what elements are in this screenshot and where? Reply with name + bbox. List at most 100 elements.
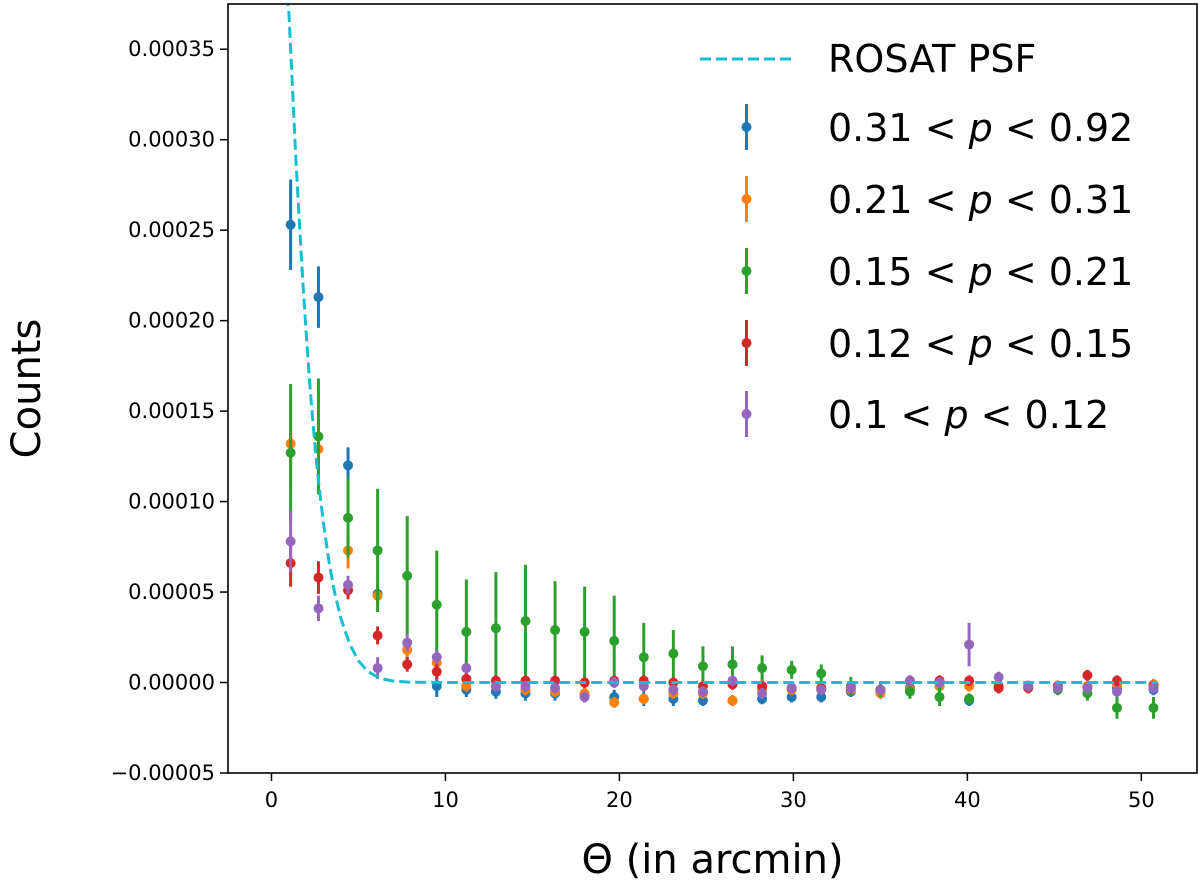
data-point bbox=[609, 697, 620, 708]
data-point bbox=[904, 686, 915, 697]
data-point bbox=[285, 219, 296, 230]
y-tick-label: 0.00020 bbox=[128, 309, 215, 333]
data-point bbox=[313, 292, 324, 303]
data-point bbox=[993, 682, 1004, 693]
data-point bbox=[786, 682, 797, 693]
data-point bbox=[579, 626, 590, 637]
data-point bbox=[697, 695, 708, 706]
data-point bbox=[964, 693, 975, 704]
data-point bbox=[727, 675, 738, 686]
legend: ROSAT PSF 0.31 < p < 0.92 0.21 < p < 0.31 0… bbox=[700, 37, 1133, 437]
data-point bbox=[727, 695, 738, 706]
y-tick-label: 0.00000 bbox=[128, 671, 215, 695]
y-tick-label: 0.00025 bbox=[128, 218, 215, 242]
data-point bbox=[461, 626, 472, 637]
legend-label: 0.12 < p < 0.15 bbox=[828, 322, 1133, 366]
legend-label: 0.21 < p < 0.31 bbox=[828, 178, 1133, 222]
data-point bbox=[993, 672, 1004, 683]
data-point bbox=[550, 682, 561, 693]
data-point bbox=[313, 603, 324, 614]
y-tick-label: −0.00005 bbox=[111, 761, 215, 785]
data-point bbox=[1148, 682, 1159, 693]
data-point bbox=[786, 664, 797, 675]
x-tick-label: 50 bbox=[1128, 788, 1155, 812]
legend-entry-5: 0.1 < p < 0.12 bbox=[741, 391, 1109, 437]
data-point bbox=[431, 599, 442, 610]
data-point bbox=[490, 623, 501, 634]
data-point bbox=[579, 692, 590, 703]
y-tick-label: 0.00035 bbox=[128, 37, 215, 61]
data-point bbox=[757, 663, 768, 674]
data-point bbox=[638, 652, 649, 663]
data-point bbox=[1082, 670, 1093, 681]
data-point bbox=[638, 693, 649, 704]
data-point bbox=[727, 659, 738, 670]
data-point bbox=[845, 682, 856, 693]
data-point bbox=[313, 572, 324, 583]
data-point bbox=[285, 536, 296, 547]
data-point bbox=[285, 447, 296, 458]
data-point bbox=[520, 616, 531, 627]
data-point bbox=[1111, 702, 1122, 713]
data-point bbox=[786, 692, 797, 703]
series-2 bbox=[285, 398, 1159, 708]
data-point bbox=[402, 570, 413, 581]
data-point bbox=[934, 692, 945, 703]
data-point bbox=[964, 639, 975, 650]
data-point bbox=[816, 692, 827, 703]
data-point bbox=[668, 648, 679, 659]
data-point bbox=[816, 668, 827, 679]
data-point bbox=[964, 675, 975, 686]
data-point bbox=[757, 688, 768, 699]
data-point bbox=[372, 545, 383, 556]
plot-frame bbox=[227, 3, 1198, 774]
x-tick-label: 40 bbox=[954, 788, 981, 812]
legend-entry-2: 0.21 < p < 0.31 bbox=[741, 176, 1133, 222]
data-point bbox=[1082, 682, 1093, 693]
data-point bbox=[816, 684, 827, 695]
data-point bbox=[875, 684, 886, 695]
x-tick-label: 0 bbox=[265, 788, 278, 812]
y-axis-title: Counts bbox=[4, 319, 50, 459]
legend-swatch-marker bbox=[741, 409, 752, 419]
data-point bbox=[343, 512, 354, 523]
series-5 bbox=[285, 510, 1159, 703]
data-point bbox=[402, 659, 413, 670]
legend-entry-psf: ROSAT PSF bbox=[700, 37, 1036, 81]
data-point bbox=[343, 579, 354, 590]
y-tick-label: 0.00030 bbox=[128, 128, 215, 152]
data-point bbox=[697, 661, 708, 672]
data-point bbox=[1052, 682, 1063, 693]
data-point bbox=[668, 684, 679, 695]
data-point bbox=[402, 637, 413, 648]
legend-psf-label: ROSAT PSF bbox=[828, 37, 1036, 81]
y-tick-label: 0.00010 bbox=[128, 490, 215, 514]
data-point bbox=[550, 625, 561, 636]
x-tick-label: 20 bbox=[606, 788, 633, 812]
y-tick-label: 0.00005 bbox=[128, 580, 215, 604]
legend-label: 0.15 < p < 0.21 bbox=[828, 250, 1133, 294]
data-point bbox=[934, 677, 945, 688]
x-axis: 0 10 20 30 40 50 bbox=[265, 773, 1155, 812]
x-axis-title: Θ (in arcmin) bbox=[581, 837, 843, 883]
series-4 bbox=[285, 539, 1159, 696]
data-point bbox=[1148, 702, 1159, 713]
y-tick-label: 0.00015 bbox=[128, 399, 215, 423]
legend-swatch-marker bbox=[741, 194, 752, 204]
x-tick-label: 30 bbox=[780, 788, 807, 812]
data-point bbox=[609, 635, 620, 646]
legend-swatch-marker bbox=[741, 266, 752, 276]
data-point bbox=[1111, 675, 1122, 686]
legend-swatch-marker bbox=[741, 338, 752, 348]
legend-label: 0.1 < p < 0.12 bbox=[828, 393, 1109, 437]
legend-entry-1: 0.31 < p < 0.92 bbox=[741, 104, 1133, 150]
psf-layer bbox=[286, 4, 1157, 684]
psf-curve bbox=[286, 4, 1157, 684]
legend-label: 0.31 < p < 0.92 bbox=[828, 106, 1133, 150]
data-point bbox=[372, 630, 383, 641]
x-tick-label: 10 bbox=[432, 788, 459, 812]
data-point bbox=[1111, 686, 1122, 697]
data-point bbox=[431, 652, 442, 663]
data-point bbox=[343, 460, 354, 471]
